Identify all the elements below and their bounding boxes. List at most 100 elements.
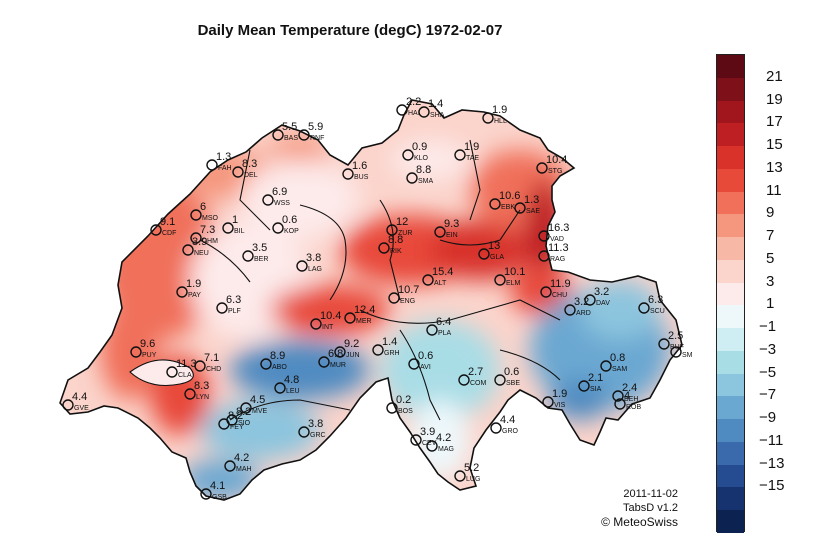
station-marker — [224, 460, 236, 472]
station-marker — [564, 304, 576, 316]
station-code: ELM — [506, 280, 521, 287]
station-code: PAY — [188, 292, 201, 299]
station-code: MVE — [252, 408, 268, 415]
station-mag: 4.2 MAG — [426, 432, 454, 453]
colorbar-tick-label: −3 — [759, 340, 777, 358]
station-puy: 9.6 PUY — [130, 338, 157, 359]
station-code: CHD — [206, 366, 221, 373]
station-code: CDF — [162, 230, 176, 237]
station-marker — [422, 274, 434, 286]
colorbar-segment — [717, 55, 744, 79]
station-marker — [216, 302, 228, 314]
colorbar-segment — [717, 350, 744, 375]
station-marker — [478, 248, 490, 260]
station-value: 4.1 — [210, 480, 225, 492]
station-marker — [386, 224, 398, 236]
station-stg: 10.4 STG — [536, 154, 567, 175]
station-value: 8.3 — [242, 158, 257, 170]
station-chu: 11.9 CHU — [540, 278, 571, 299]
colorbar-segment — [717, 305, 744, 329]
canton-borders — [129, 139, 561, 421]
station-hll: 1.9 HLL — [482, 104, 507, 125]
station-marker — [182, 244, 194, 256]
station-code: FAH — [218, 165, 232, 172]
station-value: 10.7 — [398, 284, 419, 296]
station-code: CHU — [552, 292, 567, 299]
station-marker — [296, 260, 308, 272]
station-tae: 1.9 TAE — [454, 141, 479, 162]
station-marker — [386, 402, 398, 414]
station-marker — [514, 202, 526, 214]
station-value: 1.3 — [524, 194, 539, 206]
station-marker — [274, 382, 286, 394]
station-code: GRC — [310, 432, 326, 439]
station-marker — [454, 149, 466, 161]
station-code: PLF — [228, 308, 241, 315]
station-value: 10.1 — [504, 266, 525, 278]
station-marker — [222, 222, 234, 234]
station-value: 1.3 — [216, 151, 231, 163]
station-marker — [542, 396, 554, 408]
colorbar-segment — [717, 441, 744, 466]
station-vad: 16.3 VAD — [538, 222, 569, 243]
station-sbe: 0.6 SBE — [494, 366, 520, 387]
station-sia: 2.1 SIA — [578, 372, 603, 393]
station-value: 1.9 — [464, 141, 479, 153]
station-ber: 3.5 BER — [242, 242, 268, 263]
station-chm: 7.3 CHM — [190, 224, 218, 245]
colorbar-tick-label: 17 — [766, 113, 783, 131]
station-ebk: 10.6 EBK — [489, 190, 520, 211]
station-marker — [62, 399, 74, 411]
colorbar-tick-label: −15 — [759, 477, 785, 495]
colorbar-segment — [717, 282, 744, 306]
station-code: KOP — [284, 228, 299, 235]
station-marker — [638, 302, 650, 314]
station-marker — [494, 374, 506, 386]
station-marker — [176, 286, 188, 298]
station-marker — [538, 250, 550, 262]
station-marker — [342, 168, 354, 180]
station-marker — [612, 390, 624, 402]
station-code: BEH — [624, 396, 638, 403]
station-value: 7.1 — [204, 352, 219, 364]
station-code: KLO — [414, 155, 429, 162]
station-value: 11.3 — [548, 242, 569, 254]
station-markers: 4.4 GVE 5.5 BAS 5.9 RNF 8.3 DEL 1.3 FAH 2.2 HAI 1.4 S… — [62, 96, 693, 501]
station-marker — [490, 422, 502, 434]
station-code: EBK — [501, 204, 515, 211]
station-marker — [200, 488, 212, 500]
station-code: ARD — [576, 310, 591, 317]
colorbar-segment — [717, 487, 744, 511]
station-value: 8.2 — [228, 410, 243, 422]
station-bos: 0.2 BOS — [386, 394, 413, 415]
station-code: VAD — [550, 236, 564, 243]
station-marker — [658, 338, 670, 350]
station-code: PUY — [142, 352, 157, 359]
station-marker — [272, 129, 284, 141]
station-code: LEU — [286, 388, 300, 395]
station-pay: 1.9 PAY — [176, 278, 201, 299]
station-bil: 1 BIL — [222, 214, 245, 235]
station-marker — [232, 166, 244, 178]
colorbar-tick-label: 21 — [766, 67, 783, 85]
station-value: 0.6 — [282, 214, 297, 226]
temperature-colorbar — [716, 54, 745, 534]
station-value: 12 — [396, 216, 408, 228]
station-code: BOS — [398, 408, 413, 415]
station-marker — [218, 418, 230, 430]
station-code: ROB — [626, 404, 642, 411]
station-code: MER — [356, 318, 372, 325]
station-value: 0.6 — [504, 366, 519, 378]
station-alt: 15.4 ALT — [422, 266, 453, 287]
station-value: 10.4 — [546, 154, 567, 166]
station-marker — [489, 198, 501, 210]
station-code: ABO — [272, 364, 287, 371]
map-title: Daily Mean Temperature (degC) 1972-02-07 — [197, 22, 503, 39]
station-marker — [378, 242, 390, 254]
station-marker — [408, 358, 420, 370]
station-value: 15.4 — [432, 266, 453, 278]
station-value: 9.1 — [160, 216, 175, 228]
station-sam: 0.8 SAM — [600, 352, 627, 373]
station-code: MAG — [438, 446, 454, 453]
station-lyn: 8.3 LYN — [184, 380, 209, 401]
